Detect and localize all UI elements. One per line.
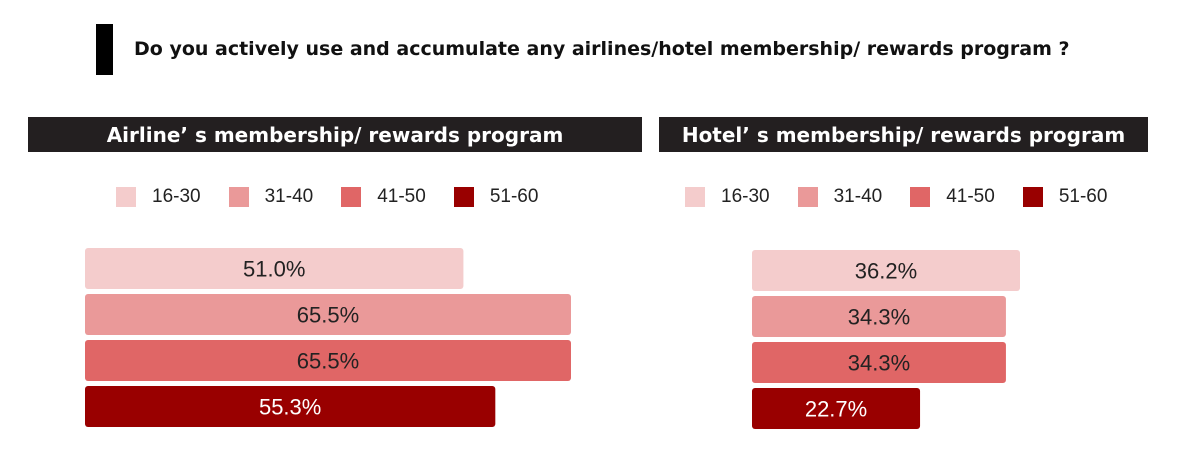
legend-item-16-30: 16-30 xyxy=(116,186,201,208)
legend-swatch xyxy=(116,187,136,207)
airline-bar-41-50 xyxy=(85,340,571,381)
airline-bar-label-31-40: 65.5% xyxy=(297,303,359,328)
legend-item-16-30: 16-30 xyxy=(685,186,770,208)
legend-swatch xyxy=(228,187,249,207)
hotel-bar-label-31-40: 34.3% xyxy=(848,305,910,330)
legend-label: 16-30 xyxy=(152,186,201,207)
hotel-bar-41-50 xyxy=(752,342,1006,383)
legend-label: 31-40 xyxy=(833,186,883,207)
legend-label: 51-60 xyxy=(1058,186,1108,207)
legend-item-31-40: 31-40 xyxy=(797,186,883,208)
airline-bar-31-40 xyxy=(85,294,571,335)
hotel-bar-31-40 xyxy=(752,296,1006,337)
hotel-bar-label-41-50: 34.3% xyxy=(848,351,910,376)
legend-swatch xyxy=(1022,187,1043,207)
legend-swatch xyxy=(685,187,705,207)
legend-swatch xyxy=(453,187,474,207)
legend-item-41-50: 41-50 xyxy=(910,186,995,208)
legend-item-31-40: 31-40 xyxy=(228,186,314,208)
legend-label: 51-60 xyxy=(489,186,539,207)
airline-chart-title: Airline’ s membership/ rewards program xyxy=(28,117,642,152)
legend-swatch xyxy=(910,187,931,207)
legend-label: 41-50 xyxy=(946,186,995,207)
airline-bar-label-51-60: 55.3% xyxy=(259,395,321,420)
hotel-bar-51-60 xyxy=(752,388,921,429)
airline-bar-51-60 xyxy=(85,386,496,427)
hotel-bar-label-16-30: 36.2% xyxy=(855,259,917,284)
question-marker xyxy=(96,24,113,75)
legend-label: 31-40 xyxy=(264,186,314,207)
legend-swatch xyxy=(797,187,818,207)
legend-item-51-60: 51-60 xyxy=(1022,186,1108,208)
legend-swatch xyxy=(341,187,362,207)
airline-bar-16-30 xyxy=(85,248,464,289)
airline-bar-label-16-30: 51.0% xyxy=(243,257,305,282)
legend-label: 16-30 xyxy=(721,186,770,207)
airline-bar-label-41-50: 65.5% xyxy=(297,349,359,374)
hotel-bar-label-51-60: 22.7% xyxy=(805,397,867,422)
question-title: Do you actively use and accumulate any a… xyxy=(134,38,1070,60)
hotel-legend: 16-30 31-40 41-50 51-60 xyxy=(685,185,1135,209)
legend-item-41-50: 41-50 xyxy=(341,186,426,208)
airline-legend: 16-30 31-40 41-50 51-60 xyxy=(116,185,566,209)
hotel-bar-16-30 xyxy=(752,250,1020,291)
legend-label: 41-50 xyxy=(377,186,426,207)
legend-item-51-60: 51-60 xyxy=(453,186,539,208)
hotel-chart-title: Hotel’ s membership/ rewards program xyxy=(659,117,1148,152)
